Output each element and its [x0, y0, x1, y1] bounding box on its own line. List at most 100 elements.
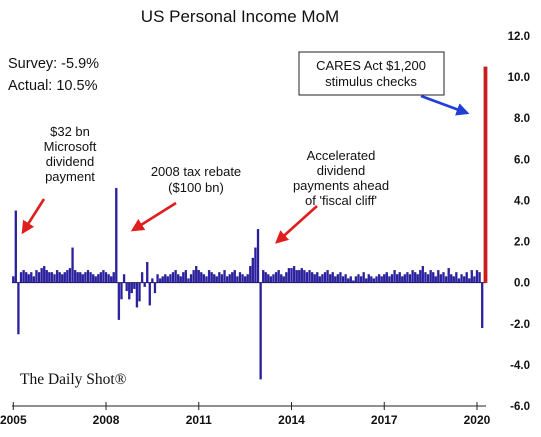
bar: [380, 276, 383, 283]
x-tick-label: 2005: [0, 413, 27, 427]
bar: [79, 272, 82, 283]
annotation-text: $32 bn: [50, 124, 90, 139]
bar: [81, 274, 84, 283]
actual-label: Actual: 10.5%: [8, 78, 98, 94]
bar: [269, 276, 273, 283]
bar: [138, 282, 141, 302]
bar: [267, 274, 270, 283]
bar: [148, 282, 151, 306]
bar: [424, 272, 427, 283]
bar: [238, 272, 242, 283]
bar: [401, 276, 404, 283]
bar: [45, 270, 48, 283]
bar: [213, 274, 216, 283]
bar: [115, 187, 118, 283]
bar: [370, 276, 373, 283]
bar: [414, 272, 417, 283]
bar: [107, 274, 110, 283]
bar: [419, 270, 422, 283]
bar: [426, 274, 430, 283]
bar: [177, 274, 180, 283]
bar: [300, 268, 303, 283]
survey-label: Survey: -5.9%: [8, 56, 99, 72]
bar: [251, 257, 255, 283]
bar: [187, 278, 190, 283]
bar: [66, 270, 69, 283]
bar: [450, 274, 453, 283]
bar: [259, 282, 262, 380]
annotation-text: Microsoft: [44, 139, 97, 154]
bar: [318, 276, 321, 283]
bar: [225, 276, 229, 283]
bar: [19, 272, 23, 283]
bar: [280, 274, 283, 283]
x-tick-label: 2008: [93, 413, 120, 427]
bar: [50, 272, 54, 283]
source-brand: The Daily Shot®: [20, 371, 127, 388]
bar: [468, 278, 471, 283]
bar: [465, 272, 468, 283]
bar: [290, 268, 293, 283]
bar: [200, 272, 203, 283]
bar: [153, 282, 157, 294]
bar: [442, 272, 445, 283]
bar: [161, 276, 164, 283]
bar: [390, 274, 394, 283]
bar: [377, 274, 381, 283]
bar: [352, 280, 355, 283]
bar: [385, 272, 388, 283]
bar: [228, 274, 231, 283]
bar: [99, 272, 103, 283]
x-tick-label: 2014: [278, 413, 305, 427]
bar: [331, 272, 334, 283]
source-text: The Daily Shot®: [20, 371, 127, 388]
bar: [89, 272, 92, 283]
bar: [429, 270, 432, 283]
annotation-arrow: [130, 201, 177, 232]
bar: [117, 282, 121, 320]
bar: [61, 274, 64, 283]
annotation-text: payment: [45, 169, 95, 184]
bar: [195, 266, 198, 283]
bar: [470, 270, 473, 283]
bar: [243, 276, 247, 283]
bar: [43, 266, 46, 283]
bar: [452, 276, 455, 283]
bar: [73, 270, 77, 283]
bar: [241, 274, 244, 283]
bar: [274, 272, 278, 283]
annotation-text: stimulus checks: [325, 74, 417, 89]
annotation-text: payments ahead: [293, 178, 389, 193]
bar: [125, 282, 128, 292]
bar: [27, 274, 30, 283]
bar: [372, 278, 376, 283]
bar: [326, 270, 329, 283]
bar: [231, 272, 234, 283]
bar: [14, 210, 18, 283]
bar: [122, 274, 126, 283]
bar: [262, 270, 265, 283]
bar: [339, 272, 342, 283]
bar: [349, 276, 352, 283]
bar: [437, 270, 440, 283]
bar: [92, 274, 95, 283]
bar: [432, 272, 435, 283]
bar: [192, 270, 195, 283]
bar: [336, 274, 340, 283]
y-tick-label: 12.0: [508, 31, 530, 43]
bar: [94, 276, 97, 283]
annotation-arrow: [420, 94, 470, 116]
annotation-2: 2008 tax rebate($100 bn): [130, 164, 241, 232]
bar: [174, 270, 177, 283]
bar: [383, 274, 386, 283]
x-tick-label: 2020: [464, 413, 491, 427]
bar: [169, 274, 172, 283]
bar: [285, 272, 288, 283]
bars: [12, 66, 488, 380]
bar: [367, 274, 370, 283]
bar: [112, 272, 115, 283]
bar: [359, 276, 363, 283]
bar-highlight: [483, 66, 488, 283]
bar: [475, 270, 479, 283]
